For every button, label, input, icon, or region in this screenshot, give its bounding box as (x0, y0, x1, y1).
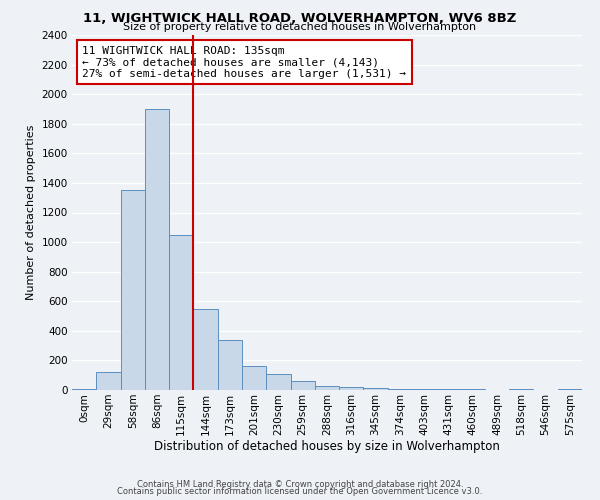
Bar (315, 386, 339, 390)
Bar (72, 388, 96, 390)
Text: 11 WIGHTWICK HALL ROAD: 135sqm
← 73% of detached houses are smaller (4,143)
27% : 11 WIGHTWICK HALL ROAD: 135sqm ← 73% of … (82, 46, 406, 79)
Bar (242, 366, 266, 390)
Bar (193, 308, 218, 390)
Bar (388, 388, 412, 390)
Y-axis label: Number of detached properties: Number of detached properties (26, 125, 36, 300)
Text: Contains HM Land Registry data © Crown copyright and database right 2024.: Contains HM Land Registry data © Crown c… (137, 480, 463, 489)
Bar (339, 387, 364, 390)
Bar (121, 190, 145, 390)
Text: Size of property relative to detached houses in Wolverhampton: Size of property relative to detached ho… (124, 22, 476, 32)
Bar (218, 340, 242, 390)
Text: 11, WIGHTWICK HALL ROAD, WOLVERHAMPTON, WV6 8BZ: 11, WIGHTWICK HALL ROAD, WOLVERHAMPTON, … (83, 12, 517, 26)
Bar (266, 374, 290, 390)
Bar (364, 388, 388, 390)
Text: Contains public sector information licensed under the Open Government Licence v3: Contains public sector information licen… (118, 488, 482, 496)
Bar (96, 372, 121, 390)
Bar (290, 381, 315, 390)
X-axis label: Distribution of detached houses by size in Wolverhampton: Distribution of detached houses by size … (154, 440, 500, 454)
Bar (169, 234, 193, 390)
Bar (145, 109, 169, 390)
